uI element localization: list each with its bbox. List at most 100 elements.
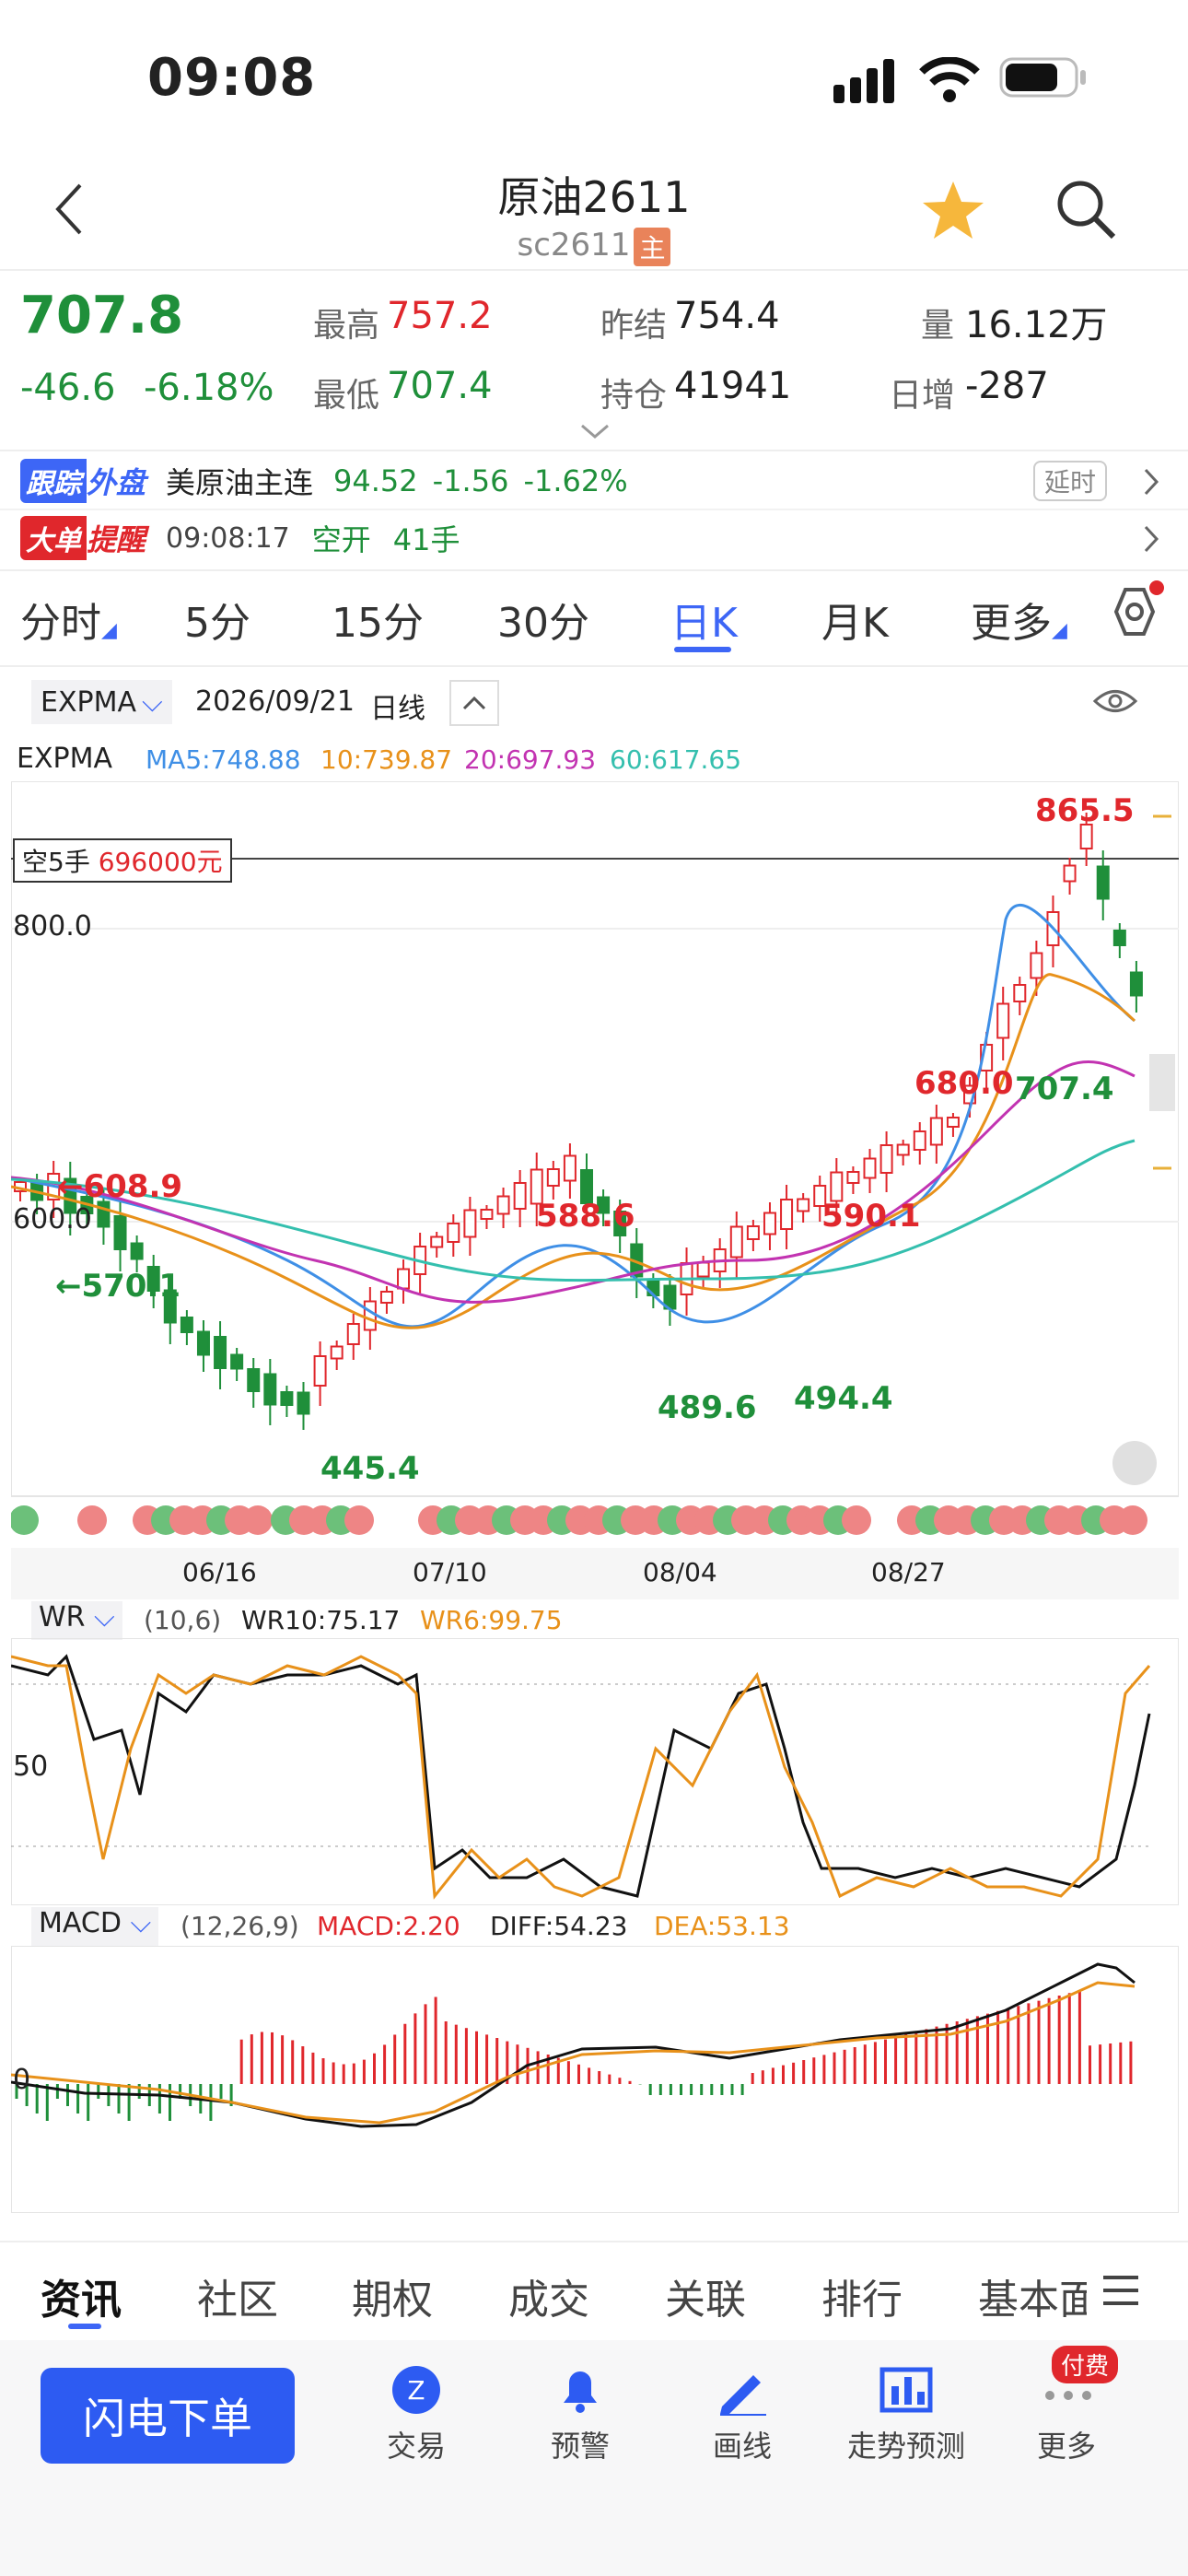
- tab-options[interactable]: 期权: [352, 2277, 433, 2324]
- x-axis: 06/16 07/10 08/04 08/27: [11, 1548, 1179, 1599]
- volume-label: 量: [921, 307, 955, 345]
- tab-15min[interactable]: 15分: [332, 600, 424, 647]
- wr-chart: [11, 1638, 1179, 1905]
- macd-params: (12,26,9): [181, 1911, 299, 1941]
- dock-more[interactable]: 更多: [1036, 2429, 1096, 2464]
- prev-settle-value: 754.4: [674, 295, 780, 337]
- candle: [230, 1353, 244, 1370]
- dock-forecast[interactable]: 走势预测: [846, 2429, 965, 2464]
- candle: [929, 1117, 943, 1146]
- more-dots-icon[interactable]: [1041, 2386, 1096, 2405]
- label-5701: ←570.1: [55, 1268, 181, 1305]
- macd-value: MACD:2.20: [317, 1911, 460, 1941]
- dea-value: DEA:53.13: [654, 1911, 790, 1941]
- label-707: 707.4: [1015, 1071, 1114, 1107]
- position-box[interactable]: 空5手 696000元: [13, 838, 232, 883]
- candle: [146, 1266, 160, 1292]
- indicator-select[interactable]: EXPMA ⌵: [31, 680, 172, 724]
- tab-fundamentals[interactable]: 基本面: [978, 2277, 1087, 2324]
- candle: [613, 1211, 627, 1236]
- tab-trades[interactable]: 成交: [508, 2277, 589, 2324]
- star-icon[interactable]: [921, 178, 985, 242]
- label-4944: 494.4: [794, 1380, 893, 1417]
- tab-more[interactable]: 更多◢: [971, 600, 1067, 647]
- tab-intraday[interactable]: 分时◢: [20, 600, 117, 647]
- candle: [463, 1209, 477, 1238]
- kline-chart[interactable]: [11, 781, 1179, 1546]
- candle: [546, 1168, 560, 1187]
- chart-period: 日线: [370, 693, 425, 725]
- tab-30min[interactable]: 30分: [497, 600, 589, 647]
- peak-label: 865.5: [1035, 792, 1135, 829]
- daily-increase-label: 日增: [889, 377, 956, 415]
- dock-alert[interactable]: 预警: [550, 2429, 610, 2464]
- tab-news[interactable]: 资讯: [41, 2277, 122, 2324]
- ai-signal-marker: [243, 1505, 273, 1535]
- bell-icon[interactable]: [554, 2364, 606, 2416]
- candle: [130, 1242, 144, 1260]
- delay-badge: 延时: [1033, 461, 1108, 501]
- ma60-value: 60:617.65: [610, 744, 742, 775]
- macd-chart: [11, 1946, 1179, 2213]
- macd-zero-label: 0: [13, 2064, 31, 2096]
- ai-signal-row[interactable]: [11, 1500, 1179, 1540]
- candle: [729, 1225, 743, 1259]
- big-order-row[interactable]: 大单 提醒 09:08:17 空开 41手: [20, 516, 460, 560]
- candle: [863, 1157, 877, 1179]
- candle: [346, 1323, 360, 1345]
- alert-tag: 提醒: [87, 522, 146, 557]
- tab-related[interactable]: 关联: [665, 2277, 746, 2324]
- candle: [1063, 864, 1077, 883]
- dock-trade[interactable]: 交易: [386, 2429, 446, 2464]
- wr-indicator-select[interactable]: WR ⌵: [31, 1601, 122, 1640]
- svg-text:Z: Z: [407, 2375, 425, 2406]
- candle: [196, 1330, 210, 1356]
- trend-forecast-icon[interactable]: [879, 2364, 934, 2416]
- collapse-button[interactable]: [449, 680, 499, 726]
- settings-hexagon-icon[interactable]: [1098, 580, 1171, 645]
- wr10-value: WR10:75.17: [241, 1605, 401, 1635]
- chevron-right-icon[interactable]: [1142, 523, 1160, 555]
- candle: [846, 1171, 860, 1184]
- main-contract-tag: 主: [634, 227, 671, 266]
- page-title: 原油2611: [497, 172, 691, 222]
- wr-params: (10,6): [144, 1605, 222, 1635]
- ma-name: EXPMA: [17, 743, 113, 775]
- tab-community[interactable]: 社区: [197, 2277, 278, 2324]
- search-icon[interactable]: [1054, 178, 1119, 242]
- eye-icon[interactable]: [1092, 685, 1138, 717]
- big-order-time: 09:08:17: [166, 521, 290, 555]
- big-order-qty: 41手: [392, 522, 460, 557]
- candle: [313, 1355, 327, 1387]
- flash-order-button[interactable]: 闪电下单: [41, 2368, 295, 2464]
- label-5886: 588.6: [536, 1198, 635, 1235]
- label-680: 680.0: [914, 1065, 1014, 1102]
- tab-daily-k[interactable]: 日K: [670, 600, 738, 647]
- x-date-2: 07/10: [413, 1557, 487, 1587]
- x-date-4: 08/27: [871, 1557, 946, 1587]
- expand-chevron-icon[interactable]: [578, 422, 611, 440]
- candle: [113, 1215, 127, 1250]
- trade-icon[interactable]: Z: [390, 2364, 442, 2416]
- draw-line-icon[interactable]: [715, 2364, 770, 2416]
- high-value: 757.2: [387, 295, 493, 337]
- candle: [180, 1317, 193, 1333]
- tab-ranking[interactable]: 排行: [821, 2277, 903, 2324]
- dock-draw[interactable]: 画线: [712, 2429, 772, 2464]
- back-icon[interactable]: [51, 180, 87, 239]
- chevron-right-icon[interactable]: [1142, 466, 1160, 498]
- menu-icon[interactable]: [1100, 2272, 1142, 2309]
- ma10-value: 10:739.87: [320, 744, 453, 775]
- tab-5min[interactable]: 5分: [184, 600, 250, 647]
- wr-mid-label: 50: [13, 1751, 49, 1783]
- candle: [913, 1130, 926, 1151]
- chevron-up-icon: [462, 696, 486, 710]
- big-order-tag: 大单: [20, 516, 87, 560]
- daily-increase-value: -287: [965, 365, 1049, 407]
- tab-monthly-k[interactable]: 月K: [821, 600, 889, 647]
- label-6089: ←608.9: [57, 1168, 183, 1205]
- follow-row[interactable]: 跟踪 外盘 美原油主连 94.52 -1.56 -1.62%: [20, 459, 628, 503]
- macd-indicator-select[interactable]: MACD ⌵: [31, 1907, 159, 1946]
- candle: [597, 1196, 611, 1214]
- candle: [746, 1225, 760, 1240]
